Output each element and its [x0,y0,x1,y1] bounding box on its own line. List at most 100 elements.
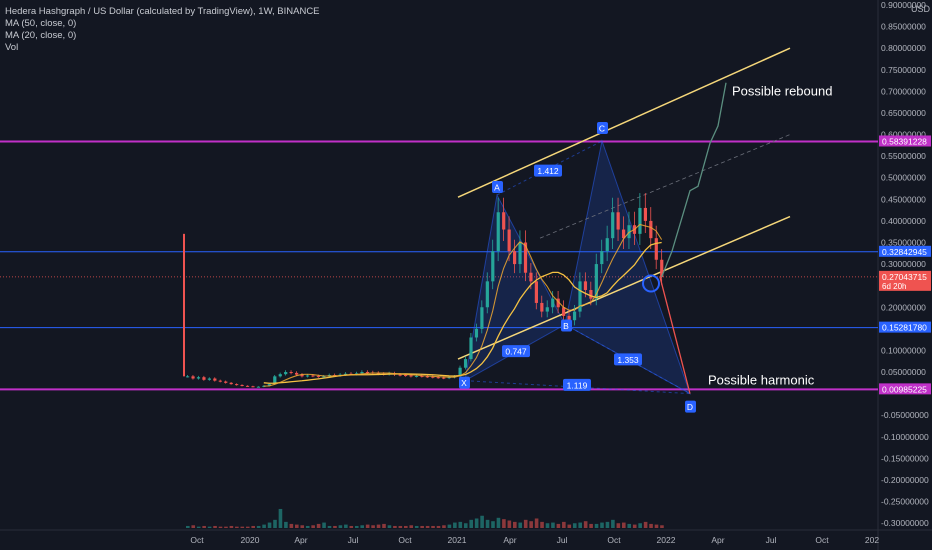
volume-bar [289,523,294,528]
time-tick-label: Jul [348,535,359,545]
price-label: 0.58391228 [882,136,927,146]
ma20-line [263,223,663,387]
volume-bar [229,525,234,528]
projection-drop-path [659,276,691,394]
candle-body [235,384,239,386]
price-tick-label: 0.30000000 [881,259,926,269]
volume-bar [600,522,604,528]
time-tick-label: 2022 [657,535,676,545]
candle-body [643,207,647,221]
legend-volume[interactable]: Vol [5,42,19,53]
harmonic-label-b: B [563,321,569,331]
volume-bar [562,521,566,528]
harmonic-label-d-box [685,400,696,413]
volume-bar [491,521,495,528]
time-tick-label: 2021 [448,535,467,545]
candle-body [273,376,277,385]
volume-bar [311,525,315,528]
volume-bar [278,508,283,528]
annotation-rebound: Possible rebound [732,83,832,98]
price-label: 0.15281780 [882,323,927,333]
volume-bar [518,522,523,528]
harmonic-ratio-xd: 1.119 [567,380,588,390]
volume-bar [442,525,446,528]
candle-body [600,251,604,265]
candle-body [295,372,299,375]
price-tick-label: 0.10000000 [881,345,926,355]
volume-bar [409,525,414,528]
price-tick-label: -0.05000000 [881,410,929,420]
price-tick-label: -0.10000000 [881,432,929,442]
candle-body [572,311,577,321]
volume-bar [572,523,577,528]
candle-body [414,375,419,377]
volume-bar [463,523,468,528]
legend-ma50[interactable]: MA (50, close, 0) [5,18,77,29]
candle-body [654,238,658,260]
price-label-countdown: 6d 20h [882,282,906,291]
channel-lower-line [457,215,791,360]
harmonic-label-b-box [561,319,572,332]
legend-ma20[interactable]: MA (20, close, 0) [5,30,77,41]
candle-body [496,212,500,252]
price-tick-label: 0.20000000 [881,302,926,312]
candle-body [213,378,217,381]
volume-bar [327,525,332,528]
candle-body [404,375,408,377]
price-tick-label: -0.25000000 [881,497,929,507]
candle-body [583,281,588,290]
volume-bar [196,526,201,528]
candle-body [616,212,620,230]
candle-body [578,281,582,312]
candle-body [322,376,326,378]
volume-bar [273,519,277,528]
volume-bar [513,521,517,528]
harmonic-ratio-ac-box [534,164,562,177]
volume-bar [583,521,588,528]
volume-bar [262,524,266,528]
candle-body [540,302,544,312]
candle-body [638,207,642,234]
volume-bar [458,521,463,528]
channel-mid-line [539,134,791,239]
price-tick-label: 0.40000000 [881,216,926,226]
volume-bar [534,518,539,528]
candle-body [529,272,533,282]
harmonic-ratio-xb-box [502,345,530,358]
candle-body [469,337,473,360]
volume-bar [344,524,348,528]
channel-upper-line [457,47,791,198]
harmonic-label-a-box [492,180,503,193]
price-tick-label: 0.55000000 [881,151,926,161]
time-tick-label: Jul [557,535,568,545]
volume-bar [453,522,457,528]
volume-bar [371,525,375,528]
time-tick-label: Apr [711,535,724,545]
volume-bar [622,522,626,528]
harmonic-xd [464,380,691,395]
harmonic-label-d: D [687,402,693,412]
candle-body [605,238,609,252]
volume-bar [660,525,664,528]
candle-body [485,281,489,308]
candle-body [245,385,250,387]
volume-bar [556,523,561,528]
price-tick-label: -0.15000000 [881,453,929,463]
target-circle [642,274,660,293]
volume-bar [638,523,642,528]
volume-bar [567,524,572,528]
volume-bar [256,525,261,528]
volume-bar [349,525,354,528]
annotation-harmonic: Possible harmonic [708,373,815,388]
volume-bar [643,521,648,528]
harmonic-label-x: X [461,378,467,388]
volume-bar [649,523,653,528]
volume-bar [632,524,637,528]
volume-bar [213,525,217,528]
price-tick-label: -0.30000000 [881,518,929,528]
candle-body [207,378,211,380]
candle-body [518,242,522,265]
time-tick-label: Oct [398,535,412,545]
